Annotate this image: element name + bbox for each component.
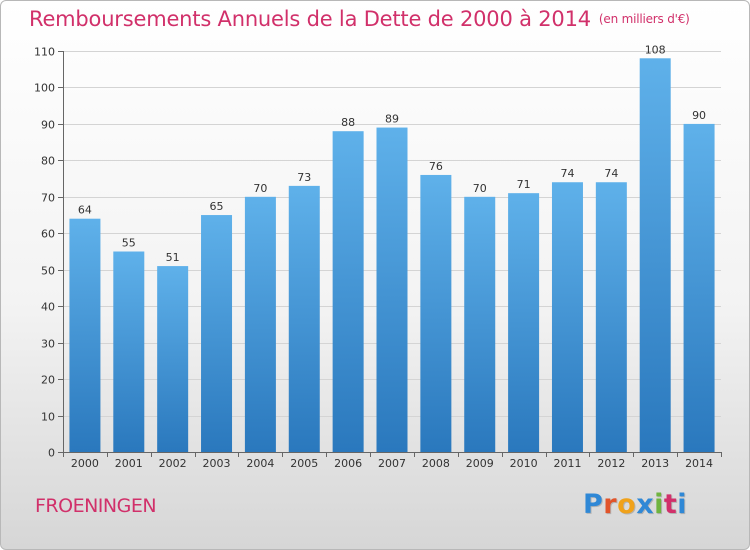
bar-2004 (244, 196, 276, 452)
x-tick-label-2003: 2003 (203, 457, 231, 470)
x-tick-label-2005: 2005 (290, 457, 318, 470)
bar-2000 (69, 218, 101, 452)
x-tick-label-2004: 2004 (246, 457, 274, 470)
chart-title-text: Remboursements Annuels de la Dette de 20… (29, 7, 591, 31)
y-tick-label: 80 (41, 155, 55, 168)
y-tick-label: 70 (41, 192, 55, 205)
data-label-2007: 89 (385, 113, 399, 126)
data-label-2001: 55 (122, 237, 136, 250)
data-label-2005: 73 (297, 171, 311, 184)
y-tick-label: 0 (48, 447, 55, 460)
bar-2013 (639, 58, 671, 453)
data-label-2006: 88 (341, 116, 355, 129)
x-tick-label-2011: 2011 (553, 457, 581, 470)
bar-2006 (332, 131, 364, 452)
data-label-2014: 90 (692, 109, 706, 122)
bar-2003 (201, 215, 233, 452)
y-tick-label: 60 (41, 228, 55, 241)
logo-letter: r (603, 489, 618, 520)
data-label-2004: 70 (253, 182, 267, 195)
chart-unit-note: (en milliers d'€) (598, 12, 690, 26)
bar-2005 (288, 185, 320, 452)
data-label-2011: 74 (560, 167, 574, 180)
data-label-2010: 71 (517, 178, 531, 191)
y-tick-label: 10 (41, 411, 55, 424)
data-label-2012: 74 (604, 167, 618, 180)
data-label-2009: 70 (473, 182, 487, 195)
city-name: FROENINGEN (35, 495, 157, 517)
logo-letter: P (583, 489, 604, 520)
bars (69, 58, 715, 453)
logo-letter: i (677, 489, 688, 520)
bar-2011 (551, 182, 583, 452)
bar-2001 (113, 251, 145, 452)
x-tick-label-2009: 2009 (466, 457, 494, 470)
x-tick-label-2007: 2007 (378, 457, 406, 470)
proxiti-logo: Proxiti (583, 489, 687, 520)
x-tick-label-2000: 2000 (71, 457, 99, 470)
axes (58, 51, 722, 457)
y-tick-label: 30 (41, 338, 55, 351)
logo-letter: x (636, 489, 655, 520)
x-tick-label-2012: 2012 (597, 457, 625, 470)
data-label-2003: 65 (210, 200, 224, 213)
y-tick-label: 90 (41, 119, 55, 132)
data-label-2008: 76 (429, 160, 443, 173)
x-tick-label-2013: 2013 (641, 457, 669, 470)
x-tick-label-2006: 2006 (334, 457, 362, 470)
logo-letter: o (617, 489, 637, 520)
y-tick-label: 110 (34, 46, 55, 59)
bar-2010 (508, 193, 540, 452)
logo-letter: i (654, 489, 664, 520)
bar-2008 (420, 174, 452, 453)
bar-2007 (376, 127, 408, 453)
y-tick-label: 50 (41, 265, 55, 278)
x-tick-label-2014: 2014 (685, 457, 713, 470)
bar-2002 (157, 266, 189, 452)
y-tick-label: 40 (41, 301, 55, 314)
data-label-2002: 51 (166, 251, 180, 264)
x-tick-label-2008: 2008 (422, 457, 450, 470)
data-label-2000: 64 (78, 204, 92, 217)
x-tick-label-2002: 2002 (159, 457, 187, 470)
bar-2009 (464, 196, 496, 452)
labels: 0 10 20 30 40 50 60 70 80 90 100 110 64 2000 55 2001 51 2… (34, 43, 713, 470)
bar-2012 (595, 182, 627, 452)
bar-2014 (683, 123, 715, 452)
chart-title: Remboursements Annuels de la Dette de 20… (29, 7, 690, 31)
logo-letter: t (663, 489, 678, 520)
x-tick-label-2001: 2001 (115, 457, 143, 470)
y-tick-label: 20 (41, 374, 55, 387)
x-tick-label-2010: 2010 (510, 457, 538, 470)
y-tick-label: 100 (34, 82, 55, 95)
data-label-2013: 108 (645, 43, 666, 56)
